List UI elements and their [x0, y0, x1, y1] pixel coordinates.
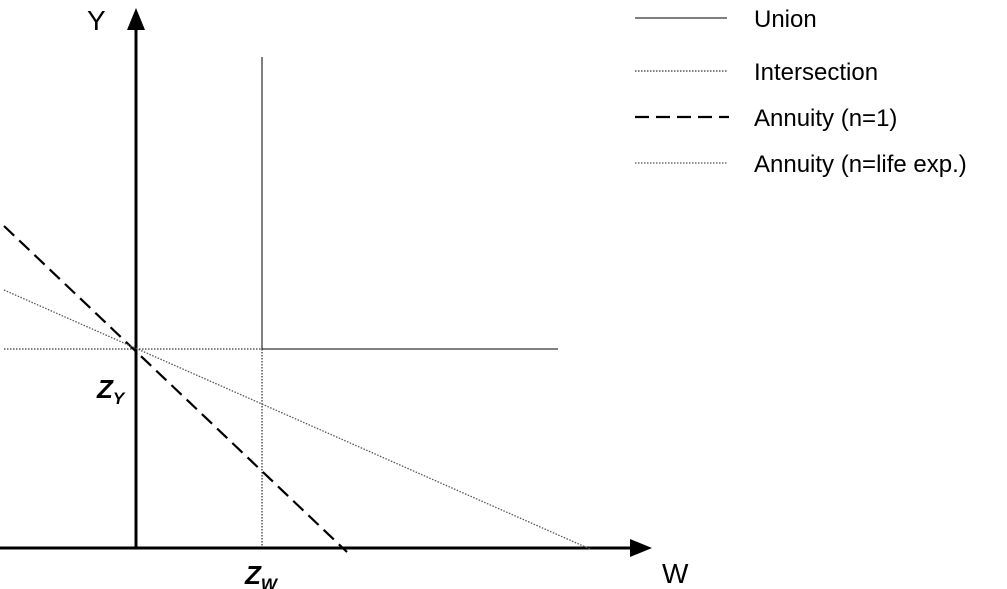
x-axis-arrow-icon	[630, 539, 652, 557]
annuity-n1-line	[3, 225, 348, 553]
zw-main-text: Z	[244, 560, 262, 589]
x-axis-label: W	[662, 558, 689, 589]
legend-intersection-label: Intersection	[754, 59, 878, 86]
y-axis-arrow-icon	[127, 8, 145, 30]
zw-label: ZW	[244, 560, 279, 589]
zw-subscript: W	[261, 575, 279, 589]
annuity-life-exp-line	[3, 289, 591, 550]
legend: Union Intersection Annuity (n=1) Annuity…	[635, 6, 967, 178]
legend-annuity-life-exp-label: Annuity (n=life exp.)	[754, 151, 967, 178]
zy-label: ZY	[96, 374, 126, 408]
zy-subscript: Y	[113, 389, 126, 408]
zy-main-text: Z	[96, 374, 114, 404]
legend-union-label: Union	[754, 6, 817, 33]
legend-annuity-n1-label: Annuity (n=1)	[754, 105, 897, 132]
y-axis-label: Y	[87, 5, 106, 36]
